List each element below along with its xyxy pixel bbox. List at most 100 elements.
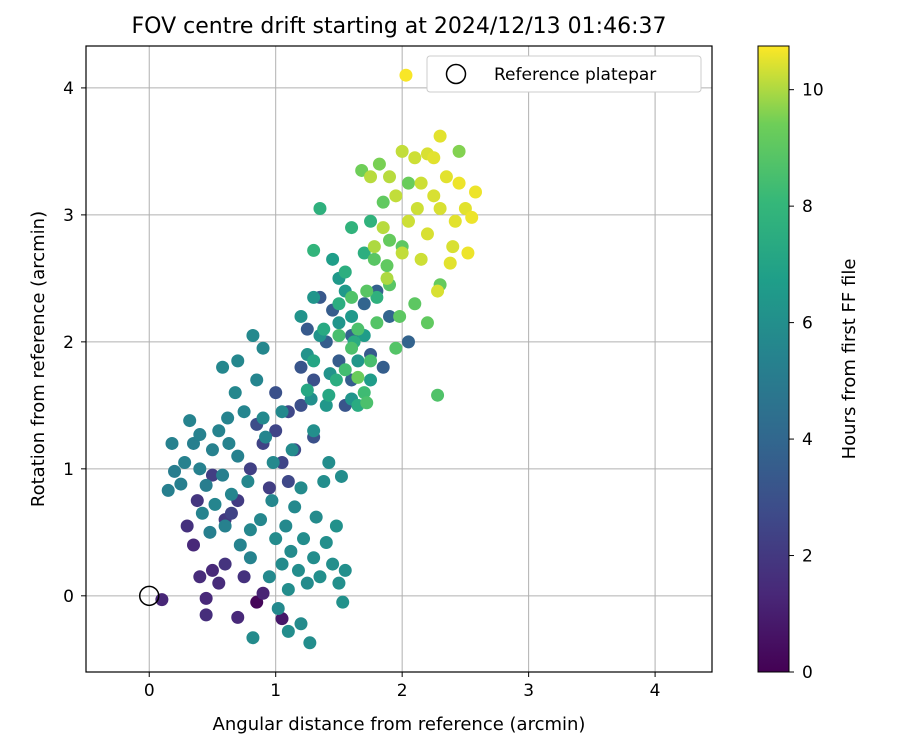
data-point [446, 240, 460, 254]
y-tick-label: 3 [63, 206, 74, 226]
colorbar-gradient [757, 45, 790, 673]
data-point [256, 341, 270, 355]
data-point [370, 290, 384, 304]
colorbar-label: Hours from first FF file [839, 259, 860, 460]
y-tick-label: 0 [63, 587, 74, 607]
data-point [408, 297, 422, 311]
data-point [174, 477, 188, 491]
y-tick-label: 4 [63, 79, 74, 99]
data-point [393, 309, 407, 323]
data-point [262, 570, 276, 584]
data-point [275, 612, 289, 626]
data-point [383, 170, 397, 184]
data-point [317, 322, 331, 336]
chart-title: FOV centre drift starting at 2024/12/13 … [132, 14, 667, 39]
data-point [357, 246, 371, 260]
data-point [246, 631, 260, 645]
data-point [256, 411, 270, 425]
x-tick-label: 3 [523, 681, 534, 701]
data-point [186, 538, 200, 552]
x-axis-label: Angular distance from reference (arcmin) [213, 714, 586, 735]
data-point [250, 373, 264, 387]
data-point [256, 586, 270, 600]
data-point [300, 383, 314, 397]
data-point [326, 557, 340, 571]
data-point [237, 570, 251, 584]
data-point [165, 436, 179, 450]
data-point [205, 563, 219, 577]
data-point [216, 468, 230, 482]
data-point [243, 462, 257, 476]
data-point [307, 243, 321, 257]
data-point [452, 144, 466, 158]
legend: Reference platepar [426, 55, 702, 93]
data-point [364, 170, 378, 184]
data-point [303, 636, 317, 650]
data-point [448, 214, 462, 228]
data-point [208, 497, 222, 511]
data-point [224, 506, 238, 520]
data-point [357, 297, 371, 311]
data-point [431, 284, 445, 298]
data-point [233, 538, 247, 552]
data-point [376, 195, 390, 209]
data-point [319, 535, 333, 549]
x-tick-label: 2 [397, 681, 408, 701]
data-point [351, 322, 365, 336]
x-tick-label: 0 [144, 681, 155, 701]
data-point [433, 202, 447, 216]
data-point [231, 449, 245, 463]
data-point [401, 214, 415, 228]
data-point [332, 316, 346, 330]
colorbar: 0 2 4 6 8 10 Hours from first FF file [757, 45, 860, 683]
data-point [380, 271, 394, 285]
data-point [376, 360, 390, 374]
data-point [326, 252, 340, 266]
data-point [190, 494, 204, 508]
data-point [364, 354, 378, 368]
data-point [367, 240, 381, 254]
data-point [281, 475, 295, 489]
legend-box [426, 55, 702, 93]
data-point [380, 259, 394, 273]
data-point [178, 455, 192, 469]
data-point [313, 570, 327, 584]
data-point [243, 551, 257, 565]
y-axis-label: Rotation from reference (arcmin) [28, 211, 49, 507]
data-point [297, 532, 311, 546]
data-point [433, 129, 447, 143]
data-point [203, 525, 217, 539]
colorbar-tick-label: 6 [802, 314, 813, 334]
data-point [291, 563, 305, 577]
data-point [231, 610, 245, 624]
colorbar-tick-label: 2 [802, 547, 813, 567]
data-point [218, 557, 232, 571]
data-point [307, 354, 321, 368]
data-point [294, 360, 308, 374]
data-point [322, 388, 336, 402]
data-point [332, 329, 346, 343]
data-point [231, 354, 245, 368]
data-point [294, 398, 308, 412]
x-axis-ticks: 0 1 2 3 4 [144, 672, 661, 701]
data-point [269, 424, 283, 438]
colorbar-ticks: 0 2 4 6 8 10 [789, 81, 824, 683]
data-point [205, 468, 219, 482]
legend-label: Reference platepar [494, 65, 656, 85]
data-point [241, 475, 255, 489]
data-point [345, 309, 359, 323]
data-point [401, 335, 415, 349]
data-point [265, 494, 279, 508]
data-point [401, 176, 415, 190]
data-point [193, 570, 207, 584]
data-point [168, 464, 182, 478]
data-point [307, 290, 321, 304]
data-point [360, 284, 374, 298]
colorbar-tick-label: 10 [802, 81, 824, 101]
data-point [364, 373, 378, 387]
grid-lines [86, 46, 712, 672]
data-points [155, 68, 483, 650]
legend-reference-marker [445, 63, 467, 85]
data-point [222, 436, 236, 450]
data-point [246, 329, 260, 343]
